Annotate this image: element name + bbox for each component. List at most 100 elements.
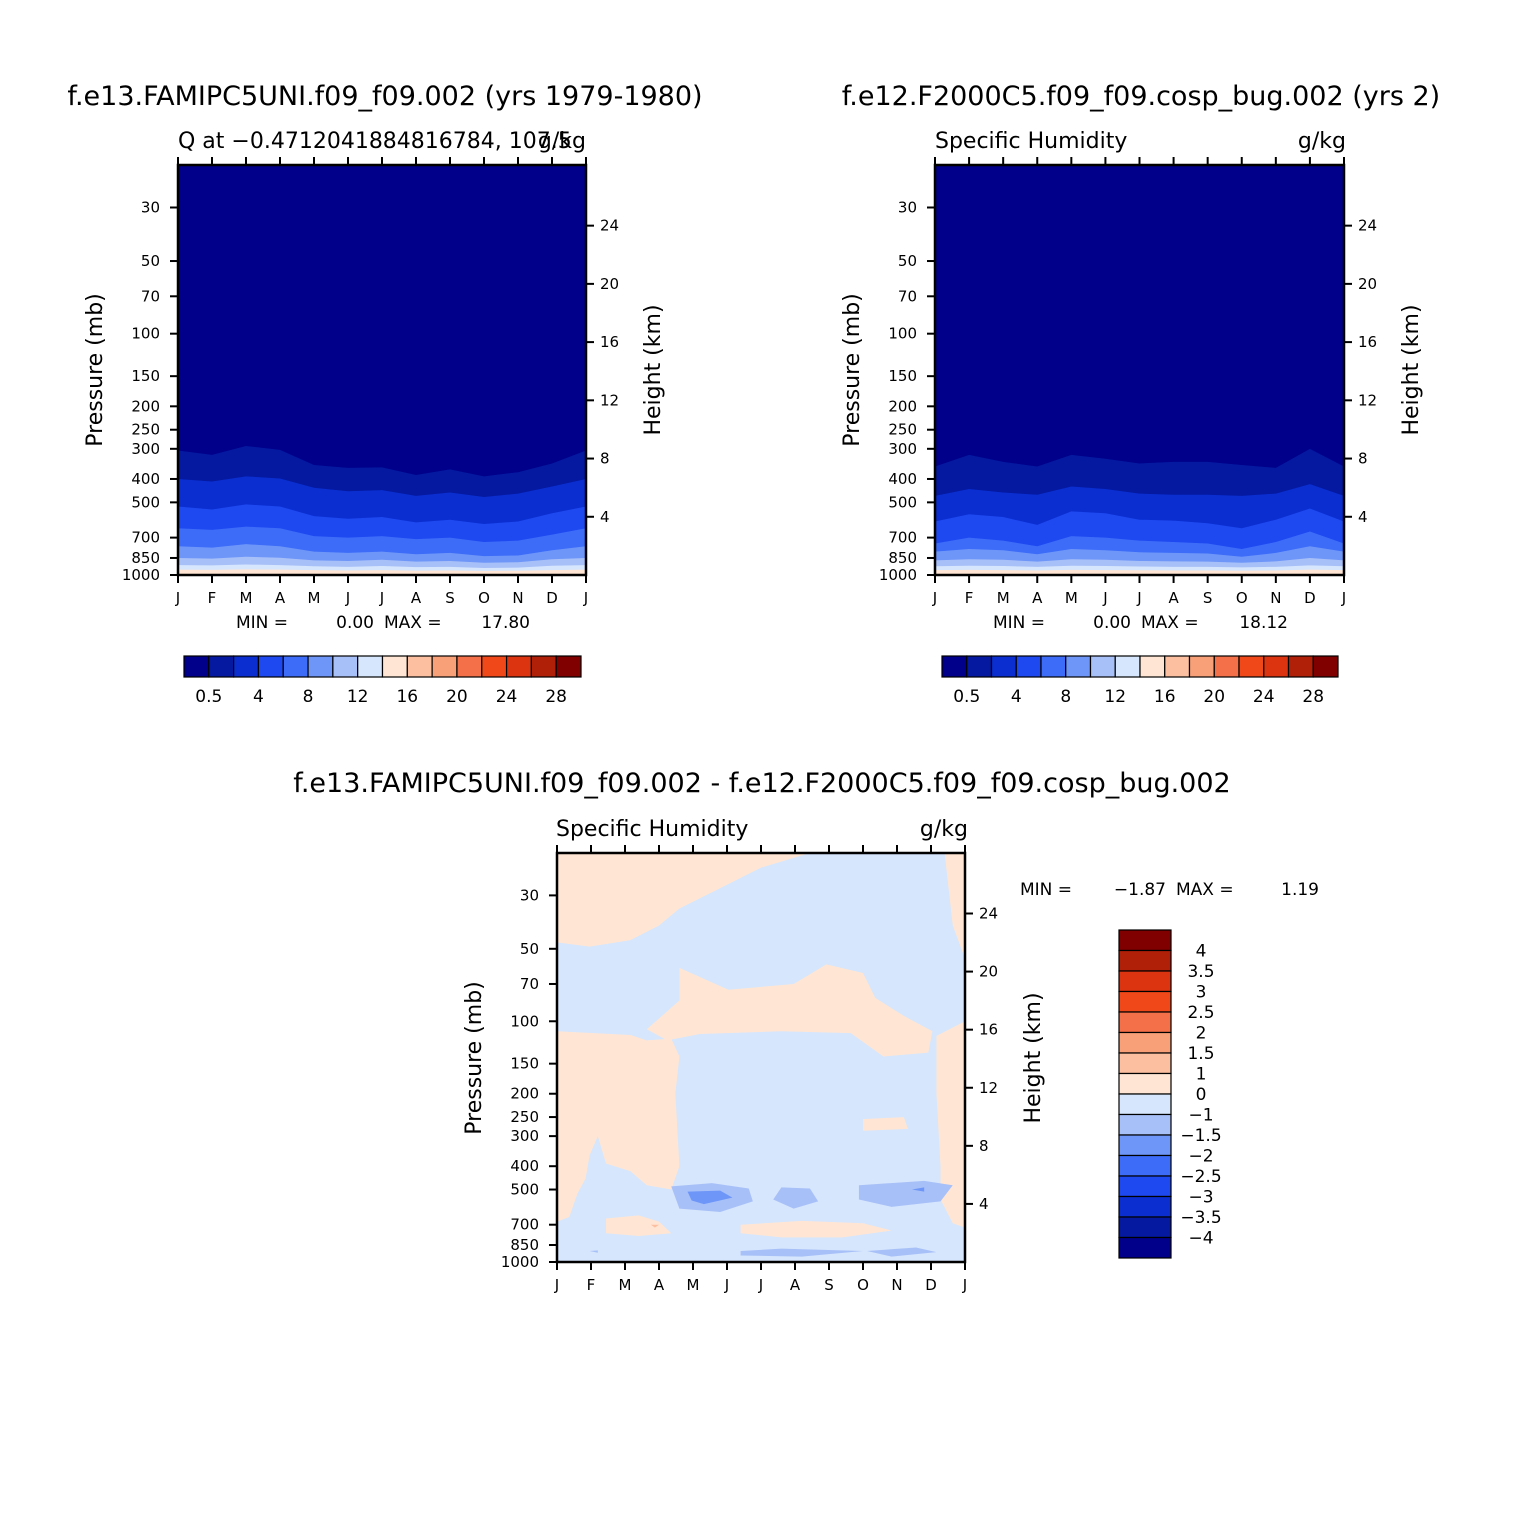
x-tick-label: M [997, 589, 1010, 607]
positive-region [605, 1215, 672, 1237]
y-tick-label: 100 [888, 325, 917, 343]
panel-2-ylabel-right: Height (km) [1399, 304, 1424, 435]
y-tick-label: 500 [888, 493, 917, 511]
panel-1: f.e13.FAMIPC5UNI.f09_f09.002 (yrs 1979-1… [67, 81, 702, 707]
panel-2-max-label: MAX = [1141, 613, 1199, 633]
x-tick-label: O [1236, 589, 1248, 607]
y-tick-label: 300 [888, 440, 917, 458]
y-tick-label: 700 [510, 1216, 539, 1234]
colorbar-swatch [481, 655, 508, 678]
panel-1-min-value: 0.00 [336, 613, 374, 633]
x-tick-label: J [1136, 589, 1141, 607]
colorbar-swatch [1118, 1052, 1172, 1075]
x-tick-label: N [1270, 589, 1281, 607]
y-tick-label: 70 [898, 287, 917, 305]
colorbar-swatch [183, 655, 210, 678]
colorbar-label: 1 [1196, 1065, 1207, 1085]
y-right-tick-label: 16 [1358, 333, 1377, 351]
colorbar-label: 24 [496, 687, 518, 707]
colorbar-label: 20 [1203, 687, 1225, 707]
x-tick-label: N [512, 589, 523, 607]
y-tick-label: 50 [898, 252, 917, 270]
colorbar-swatch [431, 655, 458, 678]
panel-1-colorbar: 0.5 4 8 12 16 20 24 28 [183, 655, 582, 707]
y-tick-label: 50 [141, 252, 160, 270]
x-tick-label: A [411, 589, 422, 607]
colorbar-swatch [990, 655, 1017, 678]
panel-3-max-value: 1.19 [1281, 880, 1319, 900]
panel-1-subtitle-right: g/kg [538, 129, 586, 154]
colorbar-swatch [1015, 655, 1042, 678]
panel-2-colorbar: 0.5 4 8 12 16 20 24 28 [941, 655, 1339, 707]
x-tick-label: A [1168, 589, 1179, 607]
y-right-tick-label: 12 [1358, 391, 1377, 409]
y-tick-label: 400 [510, 1157, 539, 1175]
colorbar-label: 4 [1011, 687, 1022, 707]
colorbar-swatch [332, 655, 359, 678]
x-tick-label: M [619, 1276, 632, 1294]
x-tick-label: S [1203, 589, 1213, 607]
y-tick-label: 30 [898, 198, 917, 216]
colorbar-swatch [307, 655, 334, 678]
colorbar-label: 28 [1302, 687, 1324, 707]
y-right-tick-label: 24 [979, 905, 998, 923]
colorbar-label: 16 [396, 687, 418, 707]
colorbar-label: 20 [446, 687, 468, 707]
y-tick-label: 200 [510, 1085, 539, 1103]
negative-region [740, 1248, 863, 1257]
colorbar-label: 2.5 [1187, 1003, 1214, 1023]
y-tick-label: 500 [131, 493, 160, 511]
y-right-tick-label: 12 [600, 391, 619, 409]
y-tick-label: 250 [888, 421, 917, 439]
panel-2-subtitle-left: Specific Humidity [935, 129, 1127, 154]
colorbar-label: −3 [1188, 1188, 1213, 1208]
y-tick-label: 400 [888, 470, 917, 488]
x-tick-label: M [240, 589, 253, 607]
y-tick-label: 850 [131, 549, 160, 567]
negative-region [858, 1180, 953, 1207]
y-tick-label: 200 [888, 397, 917, 415]
positive-region [646, 964, 933, 1057]
panel-3-contour-plot [557, 853, 965, 1262]
positive-region [740, 1220, 892, 1238]
positive-region [650, 1224, 659, 1228]
x-tick-label: O [478, 589, 490, 607]
x-tick-label: S [824, 1276, 834, 1294]
y-tick-label: 300 [131, 440, 160, 458]
x-tick-label: D [1304, 589, 1316, 607]
negative-region [773, 1187, 819, 1209]
panel-1-contour-plot [178, 165, 586, 575]
colorbar-label: 8 [303, 687, 314, 707]
colorbar-swatch [1118, 990, 1172, 1013]
panel-3-colorbar: 43.532.521.510−1−1.5−2−2.5−3−3.5−4 [1118, 929, 1222, 1259]
colorbar-swatch [1312, 655, 1339, 678]
x-tick-label: O [857, 1276, 869, 1294]
negative-region [589, 1250, 598, 1253]
x-tick-label: J [758, 1276, 763, 1294]
panel-3-ylabel: Pressure (mb) [462, 981, 487, 1135]
x-tick-label: F [208, 589, 217, 607]
colorbar-label: −1 [1188, 1106, 1213, 1126]
x-tick-label: N [891, 1276, 902, 1294]
colorbar-label: 12 [1104, 687, 1126, 707]
colorbar-swatch [1118, 929, 1172, 952]
y-right-tick-label: 4 [979, 1195, 989, 1213]
panel-2-title: f.e12.F2000C5.f09_f09.cosp_bug.002 (yrs … [842, 81, 1440, 112]
y-tick-label: 150 [510, 1055, 539, 1073]
negative-region [867, 1247, 937, 1257]
y-right-tick-label: 4 [600, 508, 610, 526]
x-tick-label: F [965, 589, 974, 607]
y-tick-label: 150 [131, 367, 160, 385]
colorbar-label: −4 [1188, 1229, 1213, 1249]
colorbar-swatch [381, 655, 408, 678]
y-tick-label: 500 [510, 1181, 539, 1199]
colorbar-swatch [1118, 970, 1172, 993]
panel-3-min-value: −1.87 [1114, 880, 1166, 900]
panel-2-subtitle-right: g/kg [1298, 129, 1346, 154]
colorbar-swatch [357, 655, 384, 678]
colorbar-label: 4 [1196, 942, 1207, 962]
colorbar-swatch [1118, 1236, 1172, 1259]
x-tick-label: A [654, 1276, 665, 1294]
